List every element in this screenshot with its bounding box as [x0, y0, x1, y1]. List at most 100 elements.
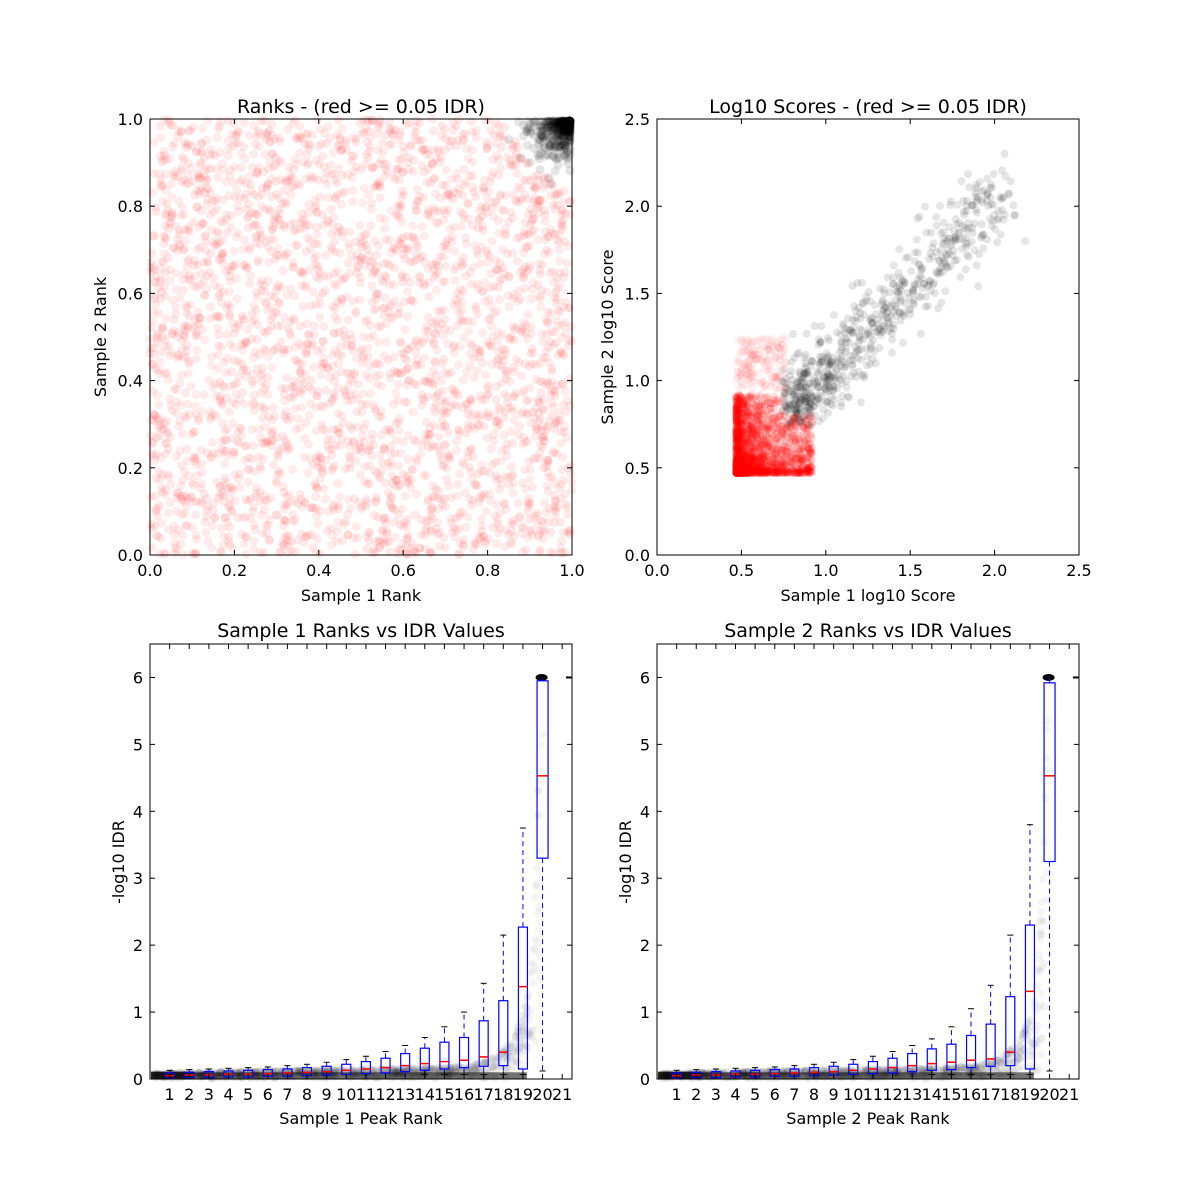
data-point [206, 145, 215, 154]
data-point [536, 377, 545, 386]
data-point [432, 286, 441, 295]
data-point [330, 269, 339, 278]
data-point [147, 249, 156, 258]
data-point [168, 142, 177, 151]
data-point [291, 404, 300, 413]
data-point [369, 305, 378, 314]
data-point [381, 131, 390, 140]
data-point [431, 270, 440, 279]
data-point [183, 400, 192, 409]
data-point [248, 425, 257, 434]
data-point [357, 447, 366, 456]
data-point [463, 513, 472, 522]
data-point [429, 127, 438, 136]
data-point [494, 354, 503, 363]
data-point [183, 341, 192, 350]
data-point [206, 164, 215, 173]
data-point [346, 369, 355, 378]
data-point [502, 439, 511, 448]
data-point [463, 409, 472, 418]
data-point [508, 363, 517, 372]
data-point [439, 406, 448, 415]
data-point [209, 506, 218, 515]
data-point [156, 357, 165, 366]
data-point [319, 221, 328, 230]
data-point [361, 419, 370, 428]
data-point [319, 322, 328, 331]
data-point [257, 276, 266, 285]
data-point [241, 190, 250, 199]
data-point [381, 293, 390, 302]
data-point [277, 283, 286, 292]
data-point [336, 249, 345, 258]
data-point [190, 256, 199, 265]
data-point [454, 360, 463, 369]
data-point [422, 178, 431, 187]
data-point [358, 333, 367, 342]
data-point [299, 157, 308, 166]
data-point [291, 515, 300, 524]
data-point [749, 400, 757, 408]
data-point [321, 494, 330, 503]
data-point [467, 117, 476, 126]
data-point [557, 218, 566, 227]
data-point [395, 204, 404, 213]
data-point [244, 496, 253, 505]
data-point [538, 443, 547, 452]
data-point [323, 526, 332, 535]
data-point [197, 479, 206, 488]
data-point [227, 484, 236, 493]
data-point [523, 409, 532, 418]
data-point [225, 523, 234, 532]
data-point [362, 137, 371, 146]
data-point [192, 354, 201, 363]
data-point [153, 504, 162, 513]
data-point [276, 220, 285, 229]
data-point [147, 543, 156, 552]
data-point [258, 184, 267, 193]
data-point [529, 173, 538, 182]
data-point [489, 309, 498, 318]
data-point [168, 406, 177, 415]
data-point [503, 392, 512, 401]
data-point [426, 506, 435, 515]
data-point [402, 534, 411, 543]
data-point [442, 475, 451, 484]
y-tick-label: 0.4 [118, 372, 143, 391]
data-point [240, 456, 249, 465]
data-point [359, 237, 368, 246]
data-point [372, 496, 381, 505]
data-point [529, 455, 538, 464]
data-point [527, 129, 536, 138]
data-point [366, 528, 375, 537]
x-tick-label: 0.4 [306, 561, 331, 580]
data-point [492, 418, 501, 427]
data-point [494, 121, 503, 130]
data-point [402, 398, 411, 407]
data-point [185, 311, 194, 320]
data-point [485, 116, 494, 125]
data-point [319, 425, 328, 434]
data-point [190, 191, 199, 200]
data-point [550, 424, 559, 433]
data-point [508, 213, 517, 222]
data-point [213, 364, 222, 373]
data-point [467, 445, 476, 454]
data-point [504, 404, 513, 413]
data-point [453, 480, 462, 489]
data-point [417, 400, 426, 409]
data-point [411, 338, 420, 347]
data-point [409, 232, 418, 241]
data-point [301, 280, 310, 289]
data-point [792, 436, 800, 444]
data-point [276, 337, 285, 346]
data-point [408, 408, 417, 417]
data-point [547, 179, 556, 188]
data-point [753, 446, 761, 454]
data-point [406, 140, 415, 149]
data-point [541, 227, 550, 236]
data-point [385, 374, 394, 383]
data-point [296, 368, 305, 377]
data-point [225, 407, 234, 416]
